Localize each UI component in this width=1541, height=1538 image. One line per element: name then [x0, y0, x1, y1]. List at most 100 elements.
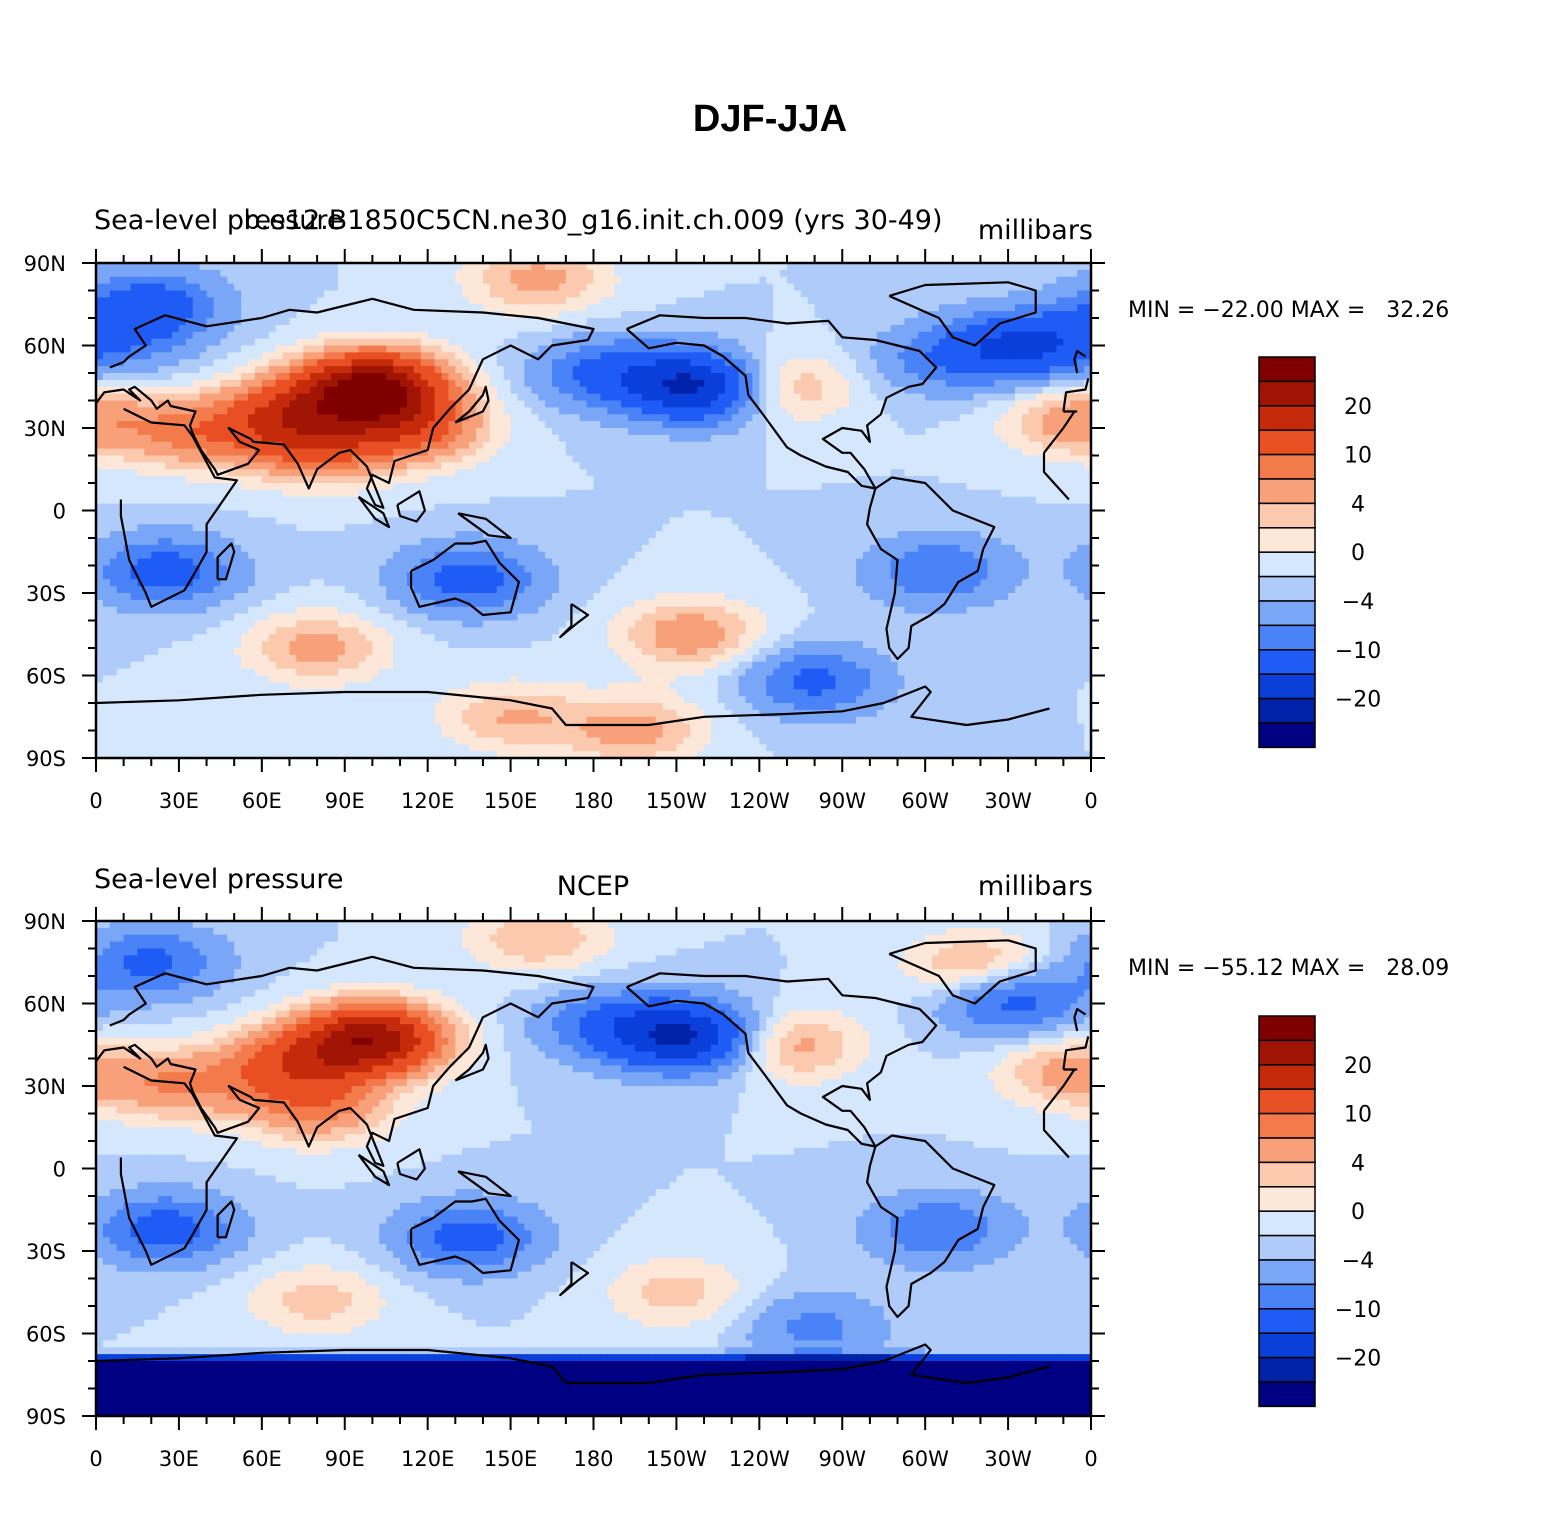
field-cell	[828, 476, 836, 484]
field-cell	[842, 462, 850, 470]
field-cell	[406, 496, 415, 505]
field-cell	[897, 441, 906, 450]
field-cell	[96, 441, 104, 450]
field-cell	[469, 448, 477, 457]
field-cell	[911, 290, 919, 298]
field-cell	[614, 318, 622, 326]
field-cell	[558, 276, 567, 285]
field-cell	[254, 483, 263, 491]
field-cell	[420, 462, 429, 470]
field-cell	[441, 352, 449, 360]
field-cell	[593, 269, 602, 278]
field-cell	[330, 428, 339, 436]
field-cell	[662, 359, 671, 367]
field-cell	[289, 352, 297, 360]
field-cell	[1035, 345, 1044, 353]
field-cell	[413, 469, 422, 477]
field-cell	[524, 283, 532, 292]
field-cell	[310, 455, 318, 463]
field-cell	[641, 441, 650, 450]
field-cell	[648, 414, 657, 422]
field-cell	[593, 414, 602, 422]
field-cell	[766, 476, 774, 484]
field-cell	[994, 462, 1002, 470]
field-cell	[517, 434, 525, 443]
field-cell	[400, 421, 408, 429]
field-cell	[738, 263, 747, 271]
field-cell	[206, 448, 215, 457]
field-cell	[510, 276, 519, 285]
field-cell	[835, 331, 843, 340]
field-cell	[434, 428, 443, 436]
field-cell	[268, 462, 277, 470]
field-cell	[904, 366, 912, 374]
field-cell	[524, 290, 532, 298]
field-cell	[600, 407, 608, 415]
field-cell	[406, 469, 415, 477]
field-cell	[303, 276, 311, 285]
field-cell	[669, 359, 678, 367]
field-cell	[565, 428, 574, 436]
field-cell	[1056, 462, 1064, 470]
field-cell	[614, 483, 622, 491]
field-cell	[1070, 483, 1078, 491]
field-cell	[621, 304, 629, 312]
field-cell	[738, 469, 747, 477]
field-cell	[676, 441, 684, 450]
field-cell	[282, 476, 291, 484]
field-cell	[634, 407, 643, 415]
field-cell	[531, 489, 539, 498]
field-cell	[151, 338, 159, 347]
field-cell	[545, 359, 553, 367]
field-cell	[524, 331, 532, 340]
field-cell	[994, 297, 1002, 305]
field-cell	[869, 469, 878, 477]
field-cell	[849, 304, 857, 312]
field-cell	[303, 311, 311, 319]
field-cell	[116, 428, 125, 436]
field-cell	[151, 331, 159, 340]
field-cell	[628, 276, 636, 285]
field-cell	[206, 366, 215, 374]
field-cell	[1063, 324, 1071, 333]
field-cell	[849, 434, 857, 443]
field-cell	[178, 386, 187, 395]
field-cell	[476, 476, 484, 484]
field-cell	[185, 441, 194, 450]
field-cell	[192, 290, 201, 298]
field-cell	[821, 311, 830, 319]
field-cell	[773, 455, 781, 463]
field-cell	[248, 290, 256, 298]
field-cell	[717, 462, 726, 470]
field-cell	[344, 469, 353, 477]
field-cell	[144, 469, 152, 477]
field-cell	[717, 434, 726, 443]
field-cell	[835, 489, 843, 498]
field-cell	[565, 311, 574, 319]
field-cell	[690, 462, 698, 470]
field-cell	[282, 304, 291, 312]
field-cell	[109, 414, 118, 422]
field-cell	[144, 283, 152, 292]
field-cell	[938, 297, 947, 305]
field-cell	[745, 338, 754, 347]
field-cell	[185, 276, 194, 285]
field-cell	[393, 276, 401, 285]
field-cell	[690, 359, 698, 367]
field-cell	[213, 366, 221, 374]
field-cell	[869, 276, 878, 285]
field-cell	[531, 455, 539, 463]
field-cell	[959, 331, 968, 340]
field-cell	[973, 366, 982, 374]
field-cell	[1056, 379, 1064, 388]
field-cell	[503, 297, 512, 305]
field-cell	[662, 379, 671, 388]
field-cell	[123, 414, 132, 422]
field-cell	[517, 428, 525, 436]
field-cell	[828, 455, 836, 463]
field-cell	[586, 366, 595, 374]
field-cell	[489, 373, 498, 381]
field-cell	[676, 428, 684, 436]
field-cell	[717, 366, 726, 374]
field-cell	[600, 428, 608, 436]
